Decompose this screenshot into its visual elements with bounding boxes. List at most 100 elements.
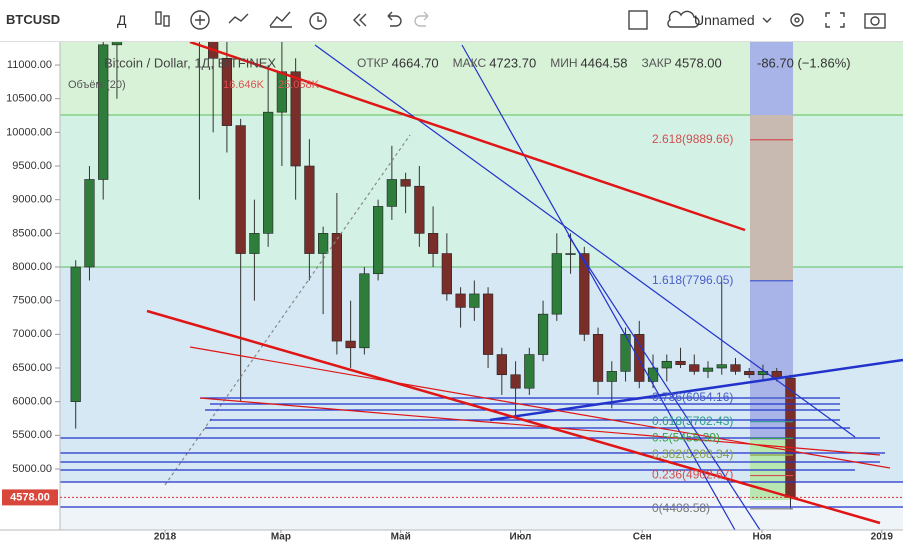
candle-body: [345, 340, 356, 349]
y-tick-label: 6500.00: [12, 362, 52, 374]
compare-icon[interactable]: [269, 11, 292, 28]
candle-body: [427, 233, 439, 254]
fib-label: 0.236(4902.67): [652, 468, 733, 482]
toolbar-icons: [155, 10, 886, 30]
candle-body: [689, 364, 700, 372]
candle-body: [716, 364, 727, 369]
line-icon[interactable]: [228, 13, 249, 24]
ohlc-label: МАКС: [453, 56, 487, 70]
candle-body: [620, 334, 631, 372]
candle-body: [537, 313, 549, 355]
candle-body: [400, 179, 411, 187]
y-tick-label: 5500.00: [12, 429, 52, 441]
y-tick-label: 10500.00: [6, 93, 52, 105]
candle-body: [730, 364, 741, 372]
candle-body: [290, 71, 301, 167]
candle-body: [702, 367, 714, 372]
candle-body: [744, 371, 755, 376]
legend: Bitcoin / Dollar, 1Д, BITFINEX Объём (20…: [68, 55, 851, 90]
redo-icon[interactable]: [414, 11, 429, 27]
fib-label: 2.618(9889.66): [652, 132, 733, 146]
y-tick-label: 8000.00: [12, 261, 52, 273]
replay-icon[interactable]: [353, 13, 367, 27]
candle-body: [675, 360, 686, 365]
layout-name[interactable]: Unnamed: [694, 12, 755, 28]
candle-body: [221, 57, 233, 126]
candle-body: [606, 371, 617, 382]
fib-label: 0.618(5702.43): [652, 414, 733, 428]
fib-label: 1.618(7796.05): [652, 273, 733, 287]
y-tick-label: 7500.00: [12, 295, 52, 307]
candle-body: [304, 165, 315, 254]
ohlc-value: 4578.00: [675, 55, 722, 70]
candle-body: [455, 293, 466, 308]
candle-body: [579, 253, 590, 335]
candles-icon[interactable]: [155, 11, 162, 25]
candle-body: [482, 293, 494, 355]
candle-body: [496, 354, 507, 376]
cloud-icon[interactable]: [667, 10, 700, 28]
time-axis: [0, 530, 903, 543]
price-axis: [0, 42, 60, 530]
candle-body: [551, 253, 562, 315]
y-tick-label: 10000.00: [6, 126, 52, 138]
x-tick-label: 2018: [154, 532, 177, 543]
candle-body: [249, 233, 260, 254]
x-tick-label: Июл: [510, 532, 532, 543]
interval[interactable]: Д: [117, 12, 127, 28]
volume-value: 25.058K: [278, 79, 320, 91]
fib-label: 0.786(6054.16): [652, 390, 733, 404]
candle-body: [84, 179, 95, 268]
undo-icon[interactable]: [387, 11, 402, 27]
ohlc-label: МИН: [550, 56, 577, 70]
candle-body: [98, 44, 109, 180]
indicators-icon[interactable]: [190, 10, 210, 30]
volume-label: Объём (20): [68, 79, 126, 91]
candle-body: [331, 233, 342, 342]
y-tick-label: 5000.00: [12, 463, 52, 475]
candle-body: [524, 354, 535, 389]
y-tick-label: 9500.00: [12, 160, 52, 172]
x-tick-label: 2019: [871, 532, 894, 543]
candle-body: [318, 233, 329, 254]
change: -86.70 (−1.86%): [757, 55, 851, 70]
candle-body: [510, 374, 521, 389]
y-tick-label: 8500.00: [12, 227, 52, 239]
fullscreen-box[interactable]: [628, 10, 648, 30]
candle-body: [235, 125, 246, 254]
symbol[interactable]: BTCUSD: [6, 12, 61, 27]
candle-body: [195, 0, 205, 31]
toolbar: BTCUSD Д Unnamed: [0, 0, 903, 42]
alert-icon[interactable]: [309, 12, 327, 30]
snapshot-icon[interactable]: [864, 13, 886, 29]
candle-body: [111, 42, 123, 46]
x-tick-label: Сен: [633, 532, 652, 543]
x-tick-label: Май: [391, 532, 411, 543]
candle-body: [441, 253, 452, 295]
candle-body: [469, 293, 480, 308]
y-tick-label: 9000.00: [12, 194, 52, 206]
ohlc-value: 4723.70: [489, 55, 536, 70]
candle-body: [565, 253, 576, 255]
candle-body: [276, 71, 288, 113]
y-tick-label: 11000.00: [7, 59, 52, 71]
fib-label: 0(4408.58): [652, 501, 710, 515]
ohlc-label: ОТКР: [357, 56, 389, 70]
candle-body: [386, 179, 397, 207]
candle-body: [208, 42, 219, 59]
candle-body: [661, 360, 672, 369]
ohlc-label: ЗАКР: [642, 56, 672, 70]
settings-icon[interactable]: [790, 13, 804, 27]
drawings: [60, 42, 903, 530]
chart-title: Bitcoin / Dollar, 1Д, BITFINEX: [104, 55, 276, 70]
expand-icon[interactable]: [825, 12, 845, 28]
y-tick-label: 7000.00: [12, 328, 52, 340]
fib-label: 0.5(5455.39): [652, 431, 720, 445]
plot-background: [60, 42, 903, 530]
y-tick-label: 6000.00: [12, 396, 52, 408]
candle-body: [592, 334, 604, 382]
last-price-label: 4578.00: [10, 491, 50, 503]
last-price-badge: [2, 489, 58, 506]
